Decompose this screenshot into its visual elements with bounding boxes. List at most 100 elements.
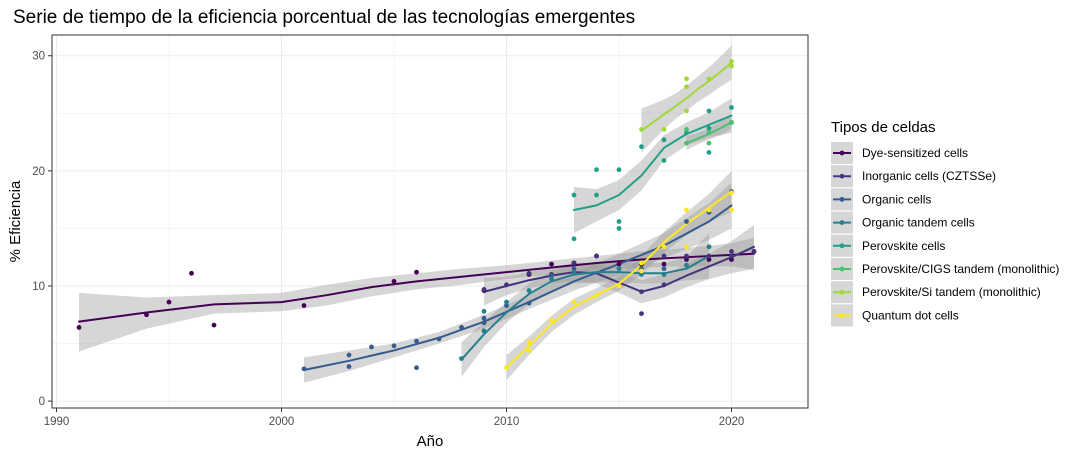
legend-key-point-perovskite-cigs-tandem-monolithic: [839, 266, 845, 272]
data-point-quantum-dot-cells: [526, 339, 532, 345]
y-tick-label: 0: [39, 396, 45, 408]
data-point-inorganic-cells-cztsse: [639, 289, 644, 295]
legend-label-quantum-dot-cells: Quantum dot cells: [862, 308, 959, 322]
trend-line-perovskite-si-tandem-monolithic: [640, 61, 733, 132]
plot-panel: [52, 35, 808, 408]
data-point-organic-tandem-cells: [481, 328, 487, 334]
data-point-quantum-dot-cells: [661, 244, 667, 250]
legend-label-perovskite-si-tandem-monolithic: Perovskite/Si tandem (monolithic): [862, 285, 1041, 299]
data-point-organic-tandem-cells: [706, 244, 712, 250]
data-point-dye-sensitized-cells: [144, 312, 149, 318]
data-point-inorganic-cells-cztsse: [661, 282, 667, 288]
data-point-perovskite-cells: [571, 236, 577, 242]
x-tick-label: 2020: [719, 416, 745, 428]
chart-title: Serie de tiempo de la eficiencia porcent…: [13, 7, 635, 28]
plot-border: [51, 34, 809, 409]
data-point-organic-cells: [346, 364, 352, 369]
data-point-quantum-dot-cells: [639, 268, 644, 274]
data-point-inorganic-cells-cztsse: [526, 270, 532, 276]
x-axis-title: Año: [417, 433, 444, 450]
trend-line-perovskite-cells: [573, 114, 733, 211]
y-tick-label: 30: [32, 51, 45, 63]
data-point-perovskite-cells: [594, 192, 599, 198]
data-point-inorganic-cells-cztsse: [571, 260, 577, 266]
confidence-band-dye-sensitized-cells: [79, 237, 754, 352]
data-point-organic-cells: [481, 315, 487, 321]
data-point-perovskite-si-tandem-monolithic: [639, 127, 644, 132]
data-point-perovskite-si-tandem-monolithic: [684, 84, 689, 90]
data-point-perovskite-cells: [706, 150, 712, 155]
legend-label-perovskite-cigs-tandem-monolithic: Perovskite/CIGS tandem (monolithic): [862, 262, 1059, 276]
data-point-quantum-dot-cells: [639, 260, 644, 266]
data-points: [76, 59, 757, 372]
data-point-organic-tandem-cells: [549, 276, 554, 282]
data-point-organic-cells: [571, 266, 577, 272]
data-point-inorganic-cells-cztsse: [706, 253, 712, 259]
data-point-inorganic-cells-cztsse: [481, 287, 487, 292]
data-point-perovskite-si-tandem-monolithic: [684, 108, 689, 114]
data-point-perovskite-cells: [661, 137, 667, 143]
legend-key-point-inorganic-cells-cztsse: [839, 173, 845, 179]
data-point-perovskite-cigs-tandem-monolithic: [706, 130, 712, 136]
data-point-dye-sensitized-cells: [616, 261, 622, 267]
x-tick-label: 2010: [494, 416, 520, 428]
data-point-organic-tandem-cells: [526, 288, 532, 293]
data-point-quantum-dot-cells: [571, 299, 577, 305]
data-point-perovskite-cells: [571, 192, 577, 198]
data-point-quantum-dot-cells: [616, 283, 622, 289]
data-point-dye-sensitized-cells: [549, 261, 554, 267]
data-point-inorganic-cells-cztsse: [729, 249, 734, 254]
data-point-organic-cells: [436, 336, 442, 342]
legend-item-perovskite-cigs-tandem-monolithic: Perovskite/CIGS tandem (monolithic): [831, 258, 1059, 280]
data-point-organic-cells: [414, 365, 419, 371]
data-point-quantum-dot-cells: [526, 348, 532, 353]
data-point-dye-sensitized-cells: [661, 261, 667, 267]
legend-item-inorganic-cells-cztsse: Inorganic cells (CZTSSe): [831, 165, 996, 188]
data-point-perovskite-cells: [706, 125, 712, 131]
data-point-quantum-dot-cells: [504, 365, 509, 371]
data-point-organic-cells: [481, 320, 487, 326]
data-point-organic-tandem-cells: [661, 272, 667, 277]
legend: Tipos de celdas Dye-sensitized cells Inor…: [831, 119, 1059, 327]
data-point-perovskite-cells: [661, 158, 667, 163]
data-point-organic-cells: [391, 343, 397, 349]
data-point-inorganic-cells-cztsse: [504, 282, 509, 288]
data-point-dye-sensitized-cells: [729, 257, 734, 262]
data-point-organic-tandem-cells: [684, 262, 689, 268]
data-point-dye-sensitized-cells: [76, 325, 82, 330]
data-point-quantum-dot-cells: [684, 244, 689, 250]
trend-line-organic-tandem-cells: [460, 255, 710, 361]
data-point-perovskite-si-tandem-monolithic: [661, 127, 667, 132]
data-point-organic-cells: [346, 352, 352, 358]
data-point-perovskite-cells: [639, 144, 644, 150]
x-tick-label: 1990: [44, 416, 70, 428]
data-point-organic-cells: [301, 366, 307, 372]
data-point-quantum-dot-cells: [594, 292, 599, 298]
data-point-organic-tandem-cells: [481, 308, 487, 314]
data-point-perovskite-cells: [616, 167, 622, 173]
data-point-dye-sensitized-cells: [684, 257, 689, 262]
data-point-inorganic-cells-cztsse: [661, 253, 667, 259]
data-point-perovskite-cigs-tandem-monolithic: [706, 140, 712, 146]
data-point-perovskite-cigs-tandem-monolithic: [684, 127, 689, 132]
y-axis-title: % Eficiencia: [7, 180, 24, 262]
data-point-inorganic-cells-cztsse: [639, 311, 644, 316]
legend-key-point-quantum-dot-cells: [839, 313, 845, 318]
legend-key-point-organic-tandem-cells: [839, 220, 845, 226]
data-point-quantum-dot-cells: [729, 207, 734, 213]
data-point-organic-cells: [459, 325, 464, 330]
legend-title: Tipos de celdas: [831, 119, 936, 136]
data-point-inorganic-cells-cztsse: [594, 253, 599, 259]
data-point-organic-tandem-cells: [639, 272, 644, 277]
data-point-quantum-dot-cells: [706, 207, 712, 213]
data-point-perovskite-cells: [616, 226, 622, 231]
data-point-organic-tandem-cells: [571, 270, 577, 276]
data-point-organic-tandem-cells: [504, 299, 509, 305]
confidence-band-quantum-dot-cells: [506, 170, 732, 381]
confidence-band-organic-cells: [304, 182, 732, 383]
data-point-quantum-dot-cells: [684, 207, 689, 213]
y-axis: 0 10 20 30: [32, 51, 52, 408]
legend-key-point-organic-cells: [839, 197, 845, 202]
y-tick-label: 10: [32, 281, 45, 293]
data-point-perovskite-cells: [594, 167, 599, 173]
